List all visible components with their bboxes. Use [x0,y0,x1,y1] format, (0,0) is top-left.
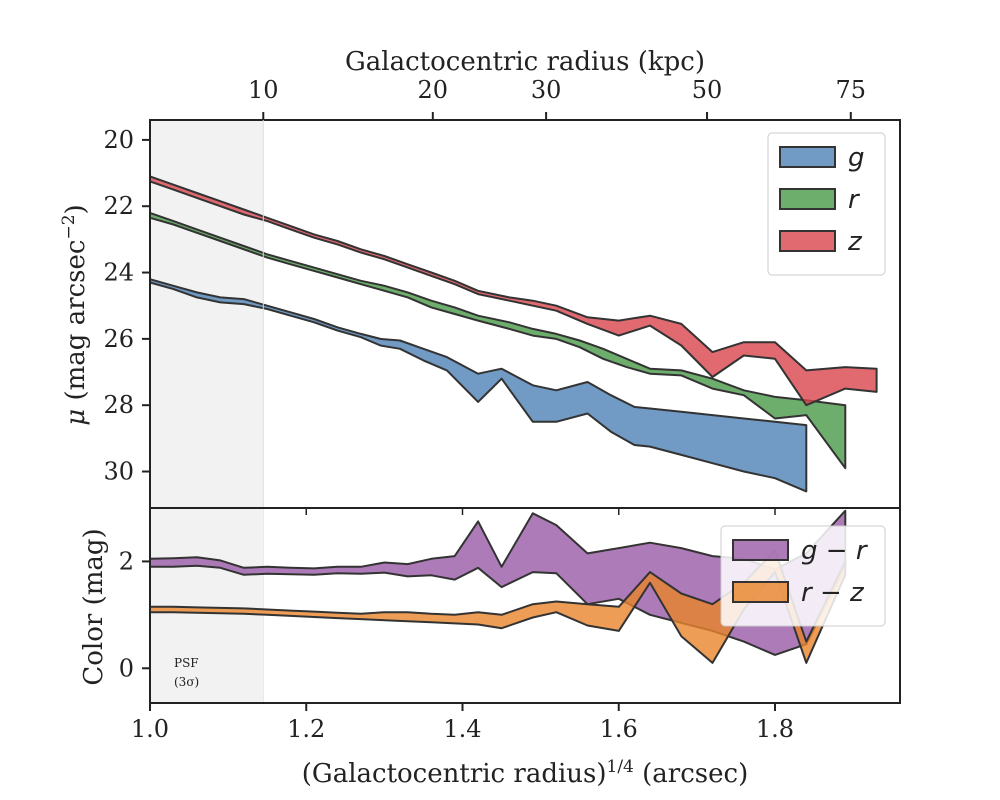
bottom-axis-title-sup: 1/4 [607,757,634,777]
y-mu-symbol: μ [61,409,91,426]
psf-region-bottom [150,508,264,703]
top-axis-title: Galactocentric radius (kpc) [345,47,705,77]
profile-legend-swatch [779,188,836,210]
color-y-ticks: 02 [119,547,150,682]
profile-legend-label: z [847,227,863,257]
xtick-label: 1.8 [756,715,794,743]
bottom-axis-title-main: (Galactocentric radius) [302,759,607,789]
kpc-tick-label: 30 [531,76,562,104]
color-legend-swatch [732,581,789,603]
series-band-1 [149,211,847,470]
bottom-x-ticks: 1.0 1.2 1.4 1.6 1.8 [131,508,794,743]
xtick-label: 1.6 [600,715,638,743]
profile-ytick-label: 28 [103,391,134,419]
kpc-tick-label: 20 [418,76,449,104]
y-mu-close: ) [61,204,91,214]
psf-label-line1: PSF [174,656,199,670]
profile-ytick-label: 30 [103,458,134,486]
series-band-2 [149,175,878,407]
profile-legend: grz [767,132,886,276]
y-mu-exponent: −2 [59,214,79,239]
y-mu-unit: (mag arcsec [61,240,91,409]
psf-region-top [150,120,264,508]
bottom-axis-title-unit: (arcsec) [634,759,748,789]
profile-y-ticks: 20 22 24 26 28 30 [103,126,150,486]
color-legend-swatch [732,539,789,561]
color-legend-label: r − z [801,578,865,608]
profile-ytick-label: 26 [103,325,134,353]
color-panel-frame [149,507,901,704]
profile-legend-label: r [848,185,861,215]
profile-legend-swatch [779,230,836,252]
top-y-axis-title: μ (mag arcsec−2) [59,204,91,425]
kpc-tick-label: 10 [248,76,279,104]
color-legend-label: g − r [801,536,869,566]
xtick-label: 1.0 [131,715,169,743]
profile-areas [149,175,878,493]
bottom-axis-title: (Galactocentric radius)1/4 (arcsec) [302,757,748,789]
profile-legend-swatch [779,146,836,168]
color-panel: 02 1.0 1.2 1.4 1.6 1.8 g − rr − z [119,507,901,743]
kpc-tick-label: 75 [836,76,867,104]
color-ytick-label: 2 [119,547,134,575]
xtick-label: 1.4 [443,715,481,743]
profile-legend-label: g [848,143,865,173]
kpc-tick-label: 50 [692,76,723,104]
bottom-y-axis-title: Color (mag) [79,528,109,685]
xtick-label: 1.2 [287,715,325,743]
series-band-0 [149,278,808,493]
top-kpc-ticks: 10 20 30 50 75 [248,76,866,120]
profile-ytick-label: 24 [103,259,134,287]
profile-ytick-label: 22 [103,192,134,220]
psf-label-line2: (3σ) [174,675,199,689]
profile-ytick-label: 20 [103,126,134,154]
color-ytick-label: 0 [119,654,134,682]
color-legend: g − r r − z [720,525,886,627]
